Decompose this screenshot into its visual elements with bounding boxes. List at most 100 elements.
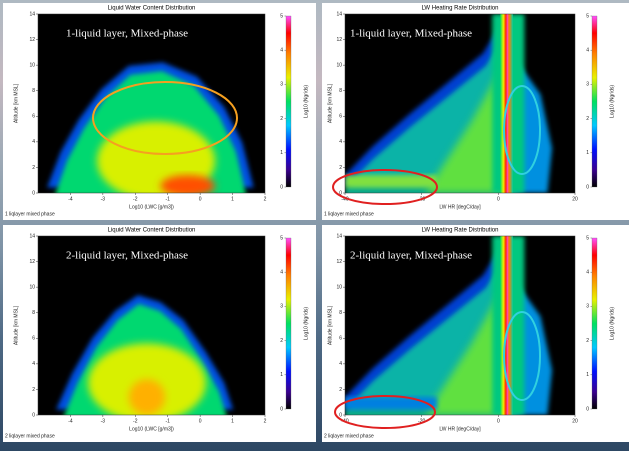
y-tick-label: 12 [29, 259, 35, 265]
panel: LW Heating Rate Distribution02468101214-… [322, 225, 629, 442]
colorbar-tick-label: 5 [280, 13, 283, 19]
x-tick-label: -4 [68, 196, 73, 202]
colorbar-label: Log10 (Ngrids) [303, 307, 309, 340]
y-tick-label: 2 [32, 387, 35, 393]
y-tick-label: 12 [336, 259, 342, 265]
y-tick-label: 6 [339, 336, 342, 342]
slide: Liquid Water Content Distribution0246810… [0, 0, 629, 451]
colorbar-tick-label: 3 [586, 82, 589, 88]
colorbar-tick-label: 0 [586, 184, 589, 190]
x-tick-label: -3 [101, 196, 106, 202]
colorbar-tick-label: 1 [586, 150, 589, 156]
y-tick-label: 8 [339, 310, 342, 316]
density-column [500, 236, 513, 415]
colorbar [592, 16, 597, 187]
colorbar-tick-label: 1 [586, 372, 589, 378]
colorbar-tick-label: 3 [280, 304, 283, 310]
colorbar-tick-label: 0 [280, 184, 283, 190]
y-tick-label: 10 [336, 62, 342, 68]
colorbar [286, 16, 291, 187]
y-tick-label: 8 [32, 88, 35, 94]
chart-title: LW Heating Rate Distribution [422, 228, 499, 234]
y-tick-label: 4 [32, 139, 35, 145]
x-tick-label: 0 [199, 196, 202, 202]
x-axis-label: Log10 (LWC [g/m3]) [129, 204, 174, 210]
x-tick-label: 20 [572, 196, 578, 202]
annotation: 1-liquid layer, Mixed-phase [66, 28, 188, 40]
x-tick-label: 1 [231, 196, 234, 202]
colorbar-tick-label: 4 [280, 270, 283, 276]
y-tick-label: 14 [29, 11, 35, 17]
colorbar-tick-label: 0 [586, 406, 589, 412]
y-tick-label: 10 [336, 284, 342, 290]
x-tick-label: 0 [497, 418, 500, 424]
colorbar-tick-label: 5 [586, 235, 589, 241]
x-tick-label: 1 [231, 418, 234, 424]
colorbar [286, 238, 291, 409]
density-band [345, 175, 437, 188]
y-tick-label: 0 [32, 190, 35, 196]
colorbar-tick-label: 5 [586, 13, 589, 19]
x-axis-label: Log10 (LWC [g/m3]) [129, 426, 174, 432]
annotation: 2-liquid layer, Mixed-phase [66, 250, 188, 262]
colorbar-label: Log10 (Ngrids) [609, 307, 615, 340]
y-axis-label: Altitude [km MSL] [13, 305, 19, 345]
y-tick-label: 10 [29, 284, 35, 290]
colorbar-label: Log10 (Ngrids) [609, 85, 615, 118]
colorbar-tick-label: 1 [280, 372, 283, 378]
colorbar-tick-label: 5 [280, 235, 283, 241]
y-tick-label: 10 [29, 62, 35, 68]
y-axis-label: Altitude [km MSL] [327, 305, 333, 345]
colorbar-tick-label: 0 [280, 406, 283, 412]
colorbar-tick-label: 4 [280, 48, 283, 54]
chart-title: Liquid Water Content Distribution [108, 6, 196, 12]
footnote: 2 liqlayer mixed phase [5, 433, 55, 439]
y-axis-label: Altitude [km MSL] [13, 83, 19, 123]
x-tick-label: -3 [101, 418, 106, 424]
colorbar-tick-label: 1 [280, 150, 283, 156]
y-tick-label: 6 [339, 114, 342, 120]
y-tick-label: 6 [32, 114, 35, 120]
x-tick-label: 0 [497, 196, 500, 202]
y-tick-label: 0 [32, 412, 35, 418]
footnote: 1 liqlayer mixed phase [5, 211, 55, 217]
x-tick-label: 2 [264, 196, 267, 202]
x-axis-label: LW HR [degC/day] [439, 426, 481, 432]
colorbar-tick-label: 2 [586, 116, 589, 122]
colorbar-tick-label: 4 [586, 270, 589, 276]
panel: Liquid Water Content Distribution0246810… [3, 225, 316, 442]
colorbar-tick-label: 2 [280, 116, 283, 122]
annotation: 1-liquid layer, Mixed-phase [350, 28, 472, 40]
y-tick-label: 2 [339, 165, 342, 171]
y-tick-label: 12 [29, 37, 35, 43]
x-tick-label: 20 [572, 418, 578, 424]
y-tick-label: 8 [339, 88, 342, 94]
y-tick-label: 8 [32, 310, 35, 316]
footnote: 2 liqlayer mixed phase [324, 433, 374, 439]
y-tick-label: 12 [336, 37, 342, 43]
y-tick-label: 6 [32, 336, 35, 342]
colorbar-tick-label: 3 [586, 304, 589, 310]
y-axis-label: Altitude [km MSL] [327, 83, 333, 123]
y-tick-label: 2 [32, 165, 35, 171]
y-tick-label: 4 [339, 139, 342, 145]
figure: Liquid Water Content Distribution0246810… [0, 0, 629, 451]
density-peak [129, 379, 165, 415]
x-tick-label: -4 [68, 418, 73, 424]
colorbar-tick-label: 4 [586, 48, 589, 54]
x-tick-label: -2 [133, 196, 138, 202]
panel: LW Heating Rate Distribution02468101214-… [322, 3, 629, 220]
y-tick-label: 14 [336, 233, 342, 239]
panel: Liquid Water Content Distribution0246810… [3, 3, 316, 220]
colorbar-label: Log10 (Ngrids) [303, 85, 309, 118]
x-axis-label: LW HR [degC/day] [439, 204, 481, 210]
chart-title: Liquid Water Content Distribution [108, 228, 196, 234]
x-tick-label: -1 [165, 418, 170, 424]
y-tick-label: 14 [336, 11, 342, 17]
colorbar-tick-label: 2 [280, 338, 283, 344]
chart-title: LW Heating Rate Distribution [422, 6, 499, 12]
x-tick-label: -1 [165, 196, 170, 202]
y-tick-label: 4 [339, 361, 342, 367]
y-tick-label: 2 [339, 387, 342, 393]
colorbar-tick-label: 2 [586, 338, 589, 344]
